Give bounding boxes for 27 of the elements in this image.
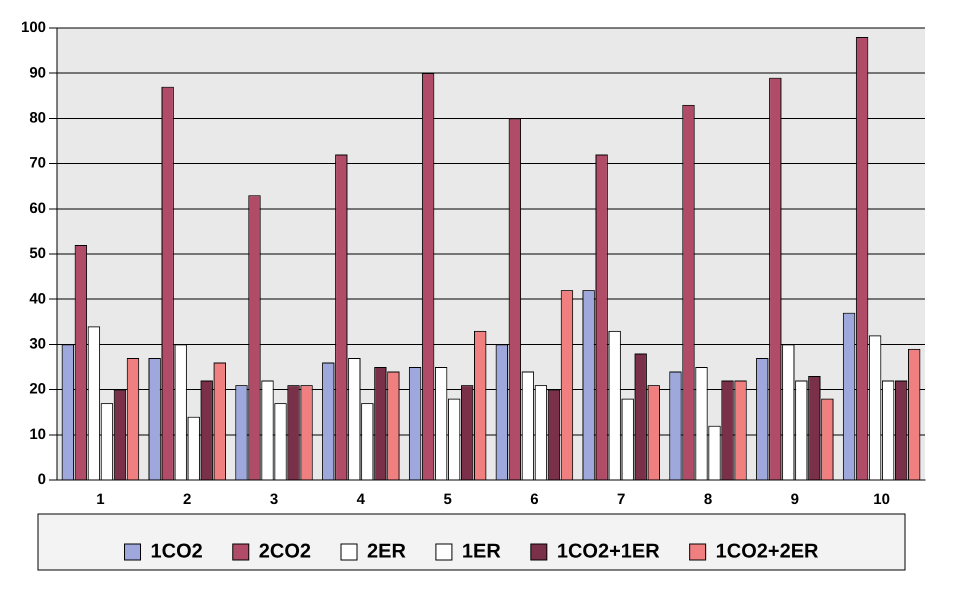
y-tick-label: 90 <box>29 64 46 82</box>
y-tick-label: 80 <box>29 110 46 127</box>
y-tick-label: 70 <box>29 154 46 172</box>
legend-label: 1ER <box>462 540 502 563</box>
x-tick-label: 7 <box>617 491 626 508</box>
y-tick-label: 60 <box>29 200 46 217</box>
y-tick-label: 0 <box>38 471 46 488</box>
x-tick-label: 8 <box>704 491 712 508</box>
y-tick-label: 10 <box>29 426 46 443</box>
x-tick-label: 4 <box>356 491 366 508</box>
legend-label: 1CO2+1ER <box>556 540 660 563</box>
legend-label: 2ER <box>367 540 406 563</box>
legend-label: 2CO2 <box>258 540 312 563</box>
x-tick-label: 9 <box>790 491 799 508</box>
legend-label: 1CO2 <box>150 540 203 563</box>
y-tick-label: 50 <box>29 245 46 262</box>
legend-label: 1CO2+2ER <box>716 540 820 563</box>
x-tick-label: 10 <box>873 491 890 508</box>
x-tick-label: 1 <box>96 491 105 508</box>
y-tick-label: 100 <box>20 19 46 36</box>
x-tick-label: 2 <box>183 491 192 508</box>
x-tick-label: 3 <box>270 491 278 508</box>
x-tick-label: 5 <box>443 491 452 508</box>
x-tick-label: 6 <box>530 491 539 508</box>
y-tick-label: 30 <box>29 336 46 353</box>
y-tick-label: 20 <box>29 380 46 398</box>
y-tick-label: 40 <box>29 290 46 308</box>
